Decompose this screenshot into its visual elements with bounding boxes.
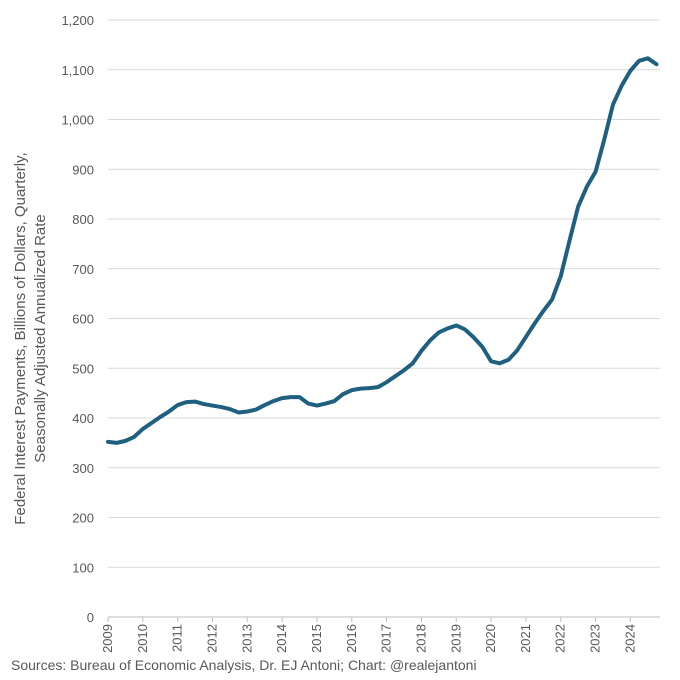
x-tick-label: 2011 <box>170 624 185 652</box>
gridlines <box>108 19 660 568</box>
y-tick-label: 400 <box>72 411 94 426</box>
y-tick-label: 1,000 <box>61 113 94 128</box>
y-tick-label: 300 <box>72 461 94 476</box>
y-axis-label-line-2: Seasonally Adjusted Annualized Rate <box>32 214 49 463</box>
x-tick-label: 2010 <box>135 624 150 653</box>
x-tick-label: 2016 <box>344 624 359 653</box>
x-axis-ticks: 2009 2010 2011 2012 2013 2014 2015 2016 2017 2018… <box>100 624 637 653</box>
y-tick-label: 800 <box>72 212 94 227</box>
y-tick-label: 100 <box>72 560 94 575</box>
x-tick-label: 2015 <box>309 624 324 653</box>
x-tick-label: 2014 <box>274 624 289 653</box>
y-tick-label: 700 <box>72 262 94 277</box>
y-tick-label: 900 <box>72 162 94 177</box>
x-tick-label: 2022 <box>553 624 568 653</box>
y-tick-label: 500 <box>72 361 94 376</box>
x-axis-tick-marks <box>107 617 631 622</box>
y-axis-ticks: 0 100 200 300 400 500 600 700 800 900 1,000 1,100 1,… <box>61 13 94 625</box>
x-tick-label: 2023 <box>588 624 603 653</box>
x-tick-label: 2013 <box>239 624 254 653</box>
x-tick-label: 2020 <box>483 624 498 653</box>
x-tick-label: 2012 <box>204 624 219 653</box>
y-tick-label: 1,200 <box>61 13 94 28</box>
x-tick-label: 2018 <box>413 624 428 653</box>
y-axis-label-line-1: Federal Interest Payments, Billions of D… <box>12 152 29 524</box>
x-tick-label: 2024 <box>622 624 637 653</box>
x-tick-label: 2019 <box>448 624 463 653</box>
y-tick-label: 1,100 <box>61 63 94 78</box>
y-tick-label: 200 <box>72 511 94 526</box>
y-tick-label: 600 <box>72 312 94 327</box>
series-line-interest-payments <box>106 56 659 445</box>
source-note: Sources: Bureau of Economic Analysis, Dr… <box>11 657 477 673</box>
x-tick-label: 2017 <box>379 624 394 653</box>
x-tick-label: 2021 <box>518 624 533 653</box>
y-tick-label: 0 <box>87 610 94 625</box>
x-tick-label: 2009 <box>100 624 115 653</box>
